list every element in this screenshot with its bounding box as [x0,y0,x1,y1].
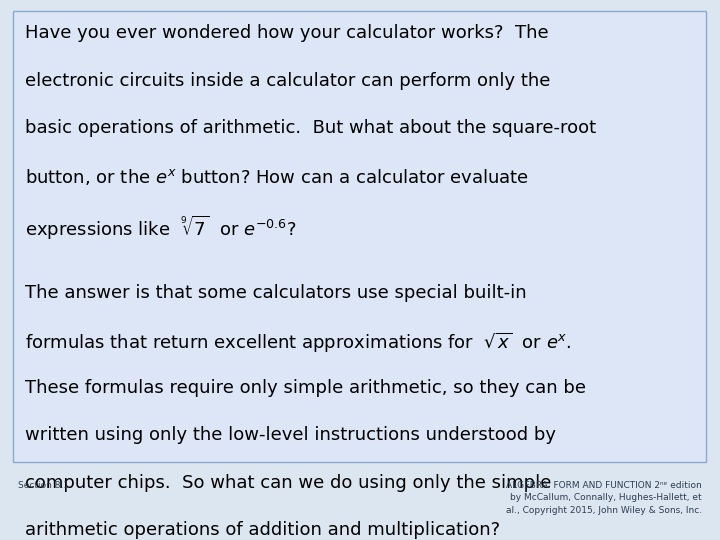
Text: computer chips.  So what can we do using only the simple: computer chips. So what can we do using … [25,474,552,491]
Text: Section 8.1: Section 8.1 [18,481,69,490]
Text: formulas that return excellent approximations for  $\sqrt{x}$  or $e^x$.: formulas that return excellent approxima… [25,331,572,355]
FancyBboxPatch shape [13,11,706,462]
Text: written using only the low-level instructions understood by: written using only the low-level instruc… [25,426,557,444]
Text: Have you ever wondered how your calculator works?  The: Have you ever wondered how your calculat… [25,24,549,42]
Text: These formulas require only simple arithmetic, so they can be: These formulas require only simple arith… [25,379,586,396]
Text: arithmetic operations of addition and multiplication?: arithmetic operations of addition and mu… [25,521,500,539]
Text: expressions like  $\sqrt[9]{7}$  or $e^{-0.6}$?: expressions like $\sqrt[9]{7}$ or $e^{-0… [25,214,297,242]
Text: basic operations of arithmetic.  But what about the square-root: basic operations of arithmetic. But what… [25,119,596,137]
Text: ALGEBRA: FORM AND FUNCTION 2ⁿᵉ edition
by McCallum, Connally, Hughes-Hallett, et: ALGEBRA: FORM AND FUNCTION 2ⁿᵉ edition b… [506,481,702,515]
Text: button, or the $e^x$ button? How can a calculator evaluate: button, or the $e^x$ button? How can a c… [25,167,529,187]
Text: The answer is that some calculators use special built-in: The answer is that some calculators use … [25,284,527,301]
Text: electronic circuits inside a calculator can perform only the: electronic circuits inside a calculator … [25,72,551,90]
